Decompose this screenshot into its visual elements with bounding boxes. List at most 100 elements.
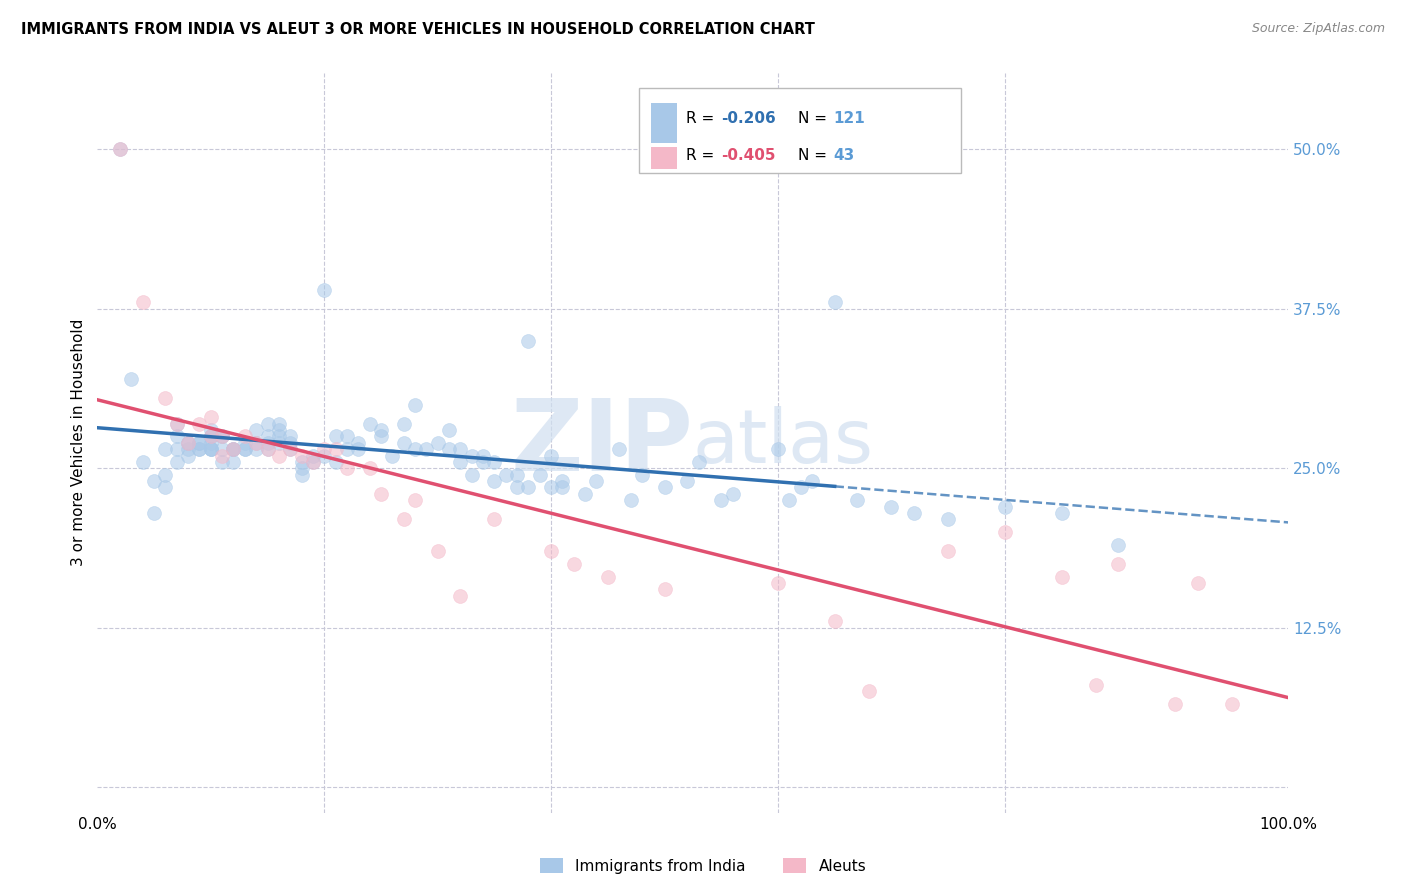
Point xyxy=(200,435,222,450)
Point xyxy=(211,449,233,463)
Point xyxy=(336,429,359,443)
Point xyxy=(846,493,869,508)
Point xyxy=(789,480,811,494)
Point xyxy=(404,493,426,508)
Point xyxy=(540,480,562,494)
Point xyxy=(824,614,846,628)
Point xyxy=(1084,678,1107,692)
Text: atlas: atlas xyxy=(693,406,875,479)
Text: Source: ZipAtlas.com: Source: ZipAtlas.com xyxy=(1251,22,1385,36)
Point xyxy=(290,461,312,475)
Point xyxy=(654,480,676,494)
Point xyxy=(211,429,233,443)
Point xyxy=(278,435,301,450)
Point xyxy=(880,500,903,514)
Point xyxy=(1187,576,1209,591)
Point xyxy=(302,455,325,469)
Point xyxy=(188,442,211,457)
Point xyxy=(688,455,710,469)
Y-axis label: 3 or more Vehicles in Household: 3 or more Vehicles in Household xyxy=(72,319,86,566)
Point xyxy=(529,467,551,482)
Point xyxy=(766,442,789,457)
Point xyxy=(245,435,267,450)
Point xyxy=(267,423,290,437)
Point xyxy=(155,467,177,482)
Point xyxy=(222,442,245,457)
Point xyxy=(336,461,359,475)
Point xyxy=(359,461,381,475)
Point xyxy=(449,442,471,457)
Point xyxy=(449,589,471,603)
Point xyxy=(710,493,733,508)
Point xyxy=(166,442,188,457)
Point xyxy=(721,487,744,501)
Point xyxy=(132,295,155,310)
Point xyxy=(290,449,312,463)
Point xyxy=(778,493,800,508)
Point xyxy=(200,429,222,443)
Point xyxy=(166,429,188,443)
Point xyxy=(484,512,506,526)
Text: -0.405: -0.405 xyxy=(721,148,776,163)
Point xyxy=(540,544,562,558)
Point xyxy=(562,557,585,571)
Point xyxy=(233,442,256,457)
Point xyxy=(404,397,426,411)
Point xyxy=(426,435,449,450)
Point xyxy=(585,474,607,488)
Point xyxy=(200,442,222,457)
Point xyxy=(336,442,359,457)
Point xyxy=(245,423,267,437)
Point xyxy=(278,429,301,443)
Point xyxy=(200,423,222,437)
Point xyxy=(1050,506,1073,520)
Point xyxy=(108,143,131,157)
Point xyxy=(143,474,166,488)
Point xyxy=(177,435,200,450)
Point xyxy=(245,435,267,450)
Point xyxy=(1107,557,1129,571)
Point xyxy=(108,143,131,157)
Point xyxy=(211,442,233,457)
Point xyxy=(267,435,290,450)
Point xyxy=(460,467,482,482)
Point xyxy=(200,429,222,443)
Text: N =: N = xyxy=(797,112,831,127)
Point xyxy=(607,442,630,457)
Point xyxy=(1107,538,1129,552)
Point xyxy=(484,474,506,488)
Point xyxy=(551,480,574,494)
Legend: Immigrants from India, Aleuts: Immigrants from India, Aleuts xyxy=(533,852,873,880)
Point xyxy=(994,524,1017,539)
Point xyxy=(359,417,381,431)
Point xyxy=(211,429,233,443)
Point xyxy=(200,442,222,457)
Point xyxy=(596,569,619,583)
Point xyxy=(256,442,278,457)
Point xyxy=(437,423,460,437)
Point xyxy=(278,442,301,457)
Point xyxy=(392,512,415,526)
Point xyxy=(517,334,540,348)
Point xyxy=(766,576,789,591)
Point xyxy=(858,684,880,698)
Point xyxy=(506,480,529,494)
Point xyxy=(267,449,290,463)
Point xyxy=(200,410,222,425)
Point xyxy=(188,435,211,450)
Point xyxy=(994,500,1017,514)
Point xyxy=(426,544,449,558)
Point xyxy=(314,449,336,463)
Point xyxy=(188,435,211,450)
Point xyxy=(211,455,233,469)
Text: ZIP: ZIP xyxy=(510,394,693,491)
Point xyxy=(631,467,654,482)
Point xyxy=(903,506,925,520)
Point xyxy=(540,449,562,463)
Point xyxy=(381,449,404,463)
Point xyxy=(1050,569,1073,583)
Text: R =: R = xyxy=(686,112,718,127)
FancyBboxPatch shape xyxy=(640,87,960,173)
Point xyxy=(506,467,529,482)
Point xyxy=(200,429,222,443)
